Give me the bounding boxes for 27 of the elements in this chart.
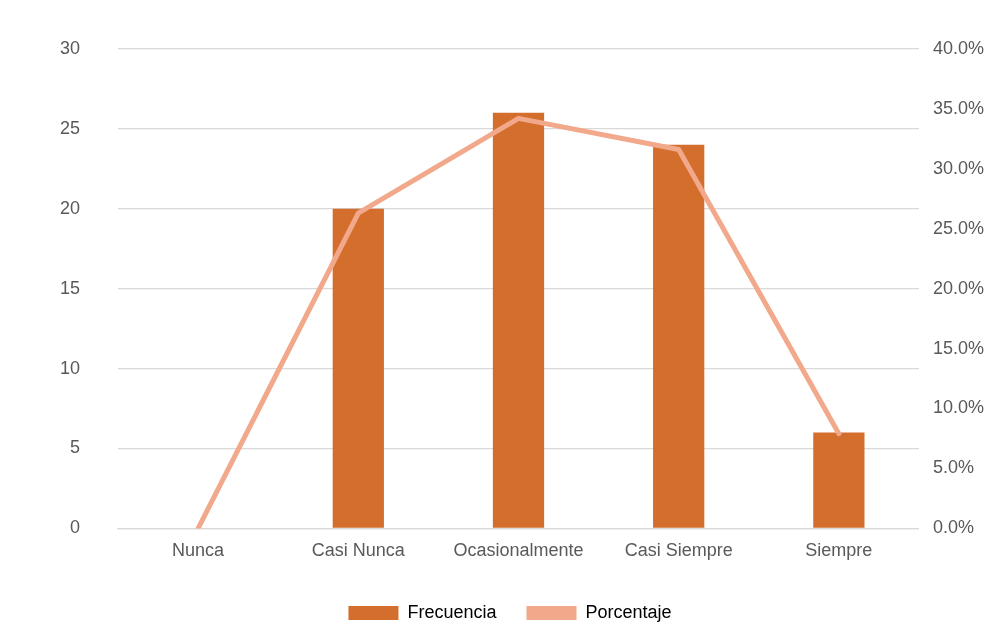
y2-tick-label: 25.0% [932,217,985,238]
y2-tick-label: 10.0% [932,397,985,418]
y2-tick-label: 35.0% [932,97,985,118]
x-tick-label: Casi Siempre [624,540,733,561]
y2-tick-label: 5.0% [932,457,974,478]
x-tick-label: Casi Nunca [311,540,406,561]
y-tick-label: 30 [59,37,81,58]
bar [653,144,705,528]
x-tick-label: Siempre [805,540,873,561]
y2-tick-label: 20.0% [932,277,985,298]
y-tick-label: 5 [70,437,81,458]
y-tick-label: 20 [59,197,81,218]
legend-label: Frecuencia [407,601,498,622]
y2-tick-label: 15.0% [932,337,985,358]
y2-tick-label: 0.0% [932,517,974,538]
x-tick-label: Nunca [172,540,226,561]
y-tick-label: 10 [59,357,81,378]
legend-label: Porcentaje [585,601,672,622]
bar [813,432,865,528]
bar [332,208,384,528]
bar [492,112,545,528]
y2-tick-label: 40.0% [932,37,985,58]
y2-tick-label: 30.0% [932,157,985,178]
y-tick-label: 0 [70,517,81,538]
x-tick-label: Ocasionalmente [453,540,584,561]
y-tick-label: 25 [59,117,81,138]
y-tick-label: 15 [59,277,81,298]
